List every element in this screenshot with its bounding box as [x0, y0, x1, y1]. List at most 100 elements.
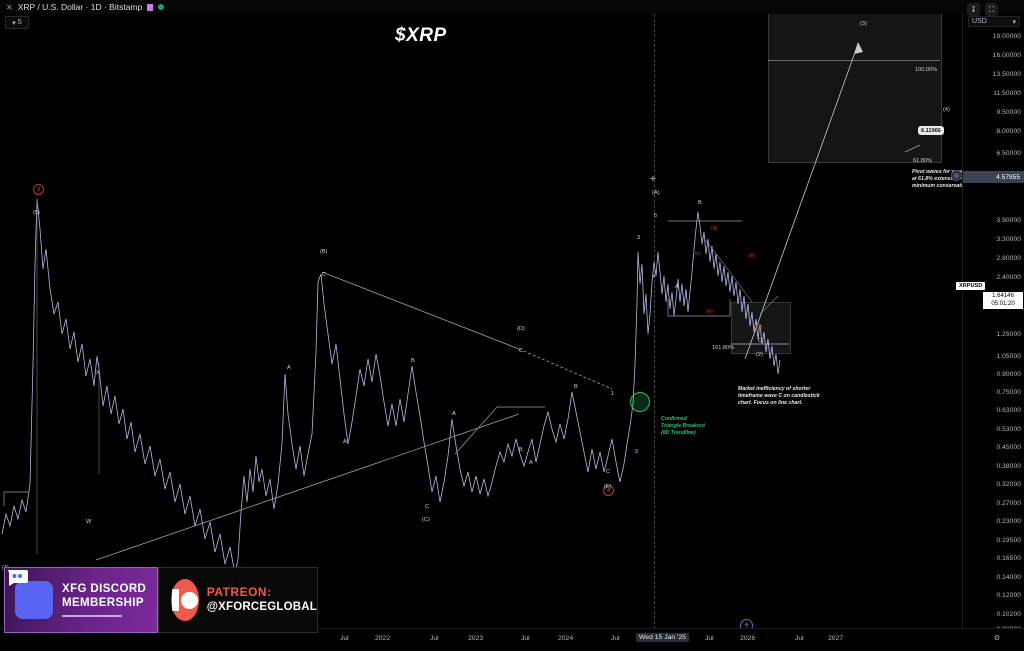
- fib-wave-label: (iii): [748, 253, 755, 259]
- patreon-line2: @XFORCEGLOBAL: [206, 601, 317, 614]
- price-tick: 0.32000: [996, 481, 1021, 488]
- wave-label: W: [86, 519, 92, 525]
- wave-label: B: [411, 358, 415, 364]
- wave-label: B: [698, 200, 702, 206]
- patreon-line1: PATREON:: [206, 584, 272, 599]
- wave-label-circled-4: 4: [603, 485, 614, 496]
- fib-wave-label: (iv): [693, 251, 700, 257]
- price-tick: 8.00000: [996, 128, 1021, 135]
- wave-label: C: [322, 272, 327, 278]
- pivot-tag-leader: [904, 144, 921, 153]
- wave-label: (4): [943, 107, 950, 113]
- highlight-price-label: 4.57855: [963, 171, 1024, 183]
- price-tick: 3.30000: [996, 236, 1021, 243]
- interval-value: 5: [17, 19, 22, 26]
- wave-label: B: [519, 447, 523, 453]
- patreon-banner-text: PATREON: @XFORCEGLOBAL: [207, 585, 317, 616]
- fib-wave-label: (iv): [756, 325, 763, 331]
- leader-c-box: [759, 295, 779, 315]
- currency-selector[interactable]: USD ▾: [968, 16, 1020, 27]
- discord-underline: [62, 614, 122, 617]
- fib-wave-label: (iv): [706, 309, 713, 315]
- chevron-down-icon: ▾: [1012, 18, 1016, 26]
- current-price-label: 1.64146 05:01:20: [983, 292, 1023, 309]
- breakout-highlight-circle: [630, 392, 650, 412]
- wave-label: X: [96, 370, 100, 376]
- fullscreen-button[interactable]: ⛶: [985, 3, 998, 16]
- discord-banner[interactable]: XFG DISCORD MEMBERSHIP: [4, 567, 158, 633]
- symbol-price-tag: XRPUSD: [956, 282, 986, 290]
- interval-selector[interactable]: ▾ 5: [5, 16, 29, 29]
- time-tick: Jul: [430, 635, 439, 642]
- wave-label: C: [758, 338, 763, 344]
- wave3-projection-arrow: [744, 43, 859, 360]
- price-line-series: [1, 198, 781, 575]
- top-symbol-bar: ✕ XRP / U.S. Dollar · 1D · Bitstamp: [0, 0, 1024, 14]
- wave-label-circled-3: 3: [33, 184, 44, 195]
- fib-percent-label: 61.80%: [913, 158, 932, 164]
- time-tick: 2024: [558, 635, 574, 642]
- price-tick: 0.45000: [996, 444, 1021, 451]
- time-tick: Jul: [705, 635, 714, 642]
- current-price-countdown: 05:01:20: [991, 300, 1015, 307]
- wave-label: A: [287, 365, 291, 371]
- crosshair-vertical-line: [654, 14, 655, 629]
- price-tick: 13.50000: [992, 71, 1021, 78]
- time-tick: 2026: [740, 635, 756, 642]
- triangle-breakout-note: Confirmed Triangle Breakout (8D Trendlin…: [661, 416, 706, 437]
- gear-icon[interactable]: ⚙: [993, 635, 1000, 642]
- time-tick: Jul: [340, 635, 349, 642]
- close-icon[interactable]: ✕: [6, 2, 13, 12]
- currency-label: USD: [972, 18, 987, 25]
- time-tick: 2023: [468, 635, 484, 642]
- wave-label: A: [343, 439, 347, 445]
- price-tick: 0.53000: [996, 426, 1021, 433]
- chart-vectors: [1, 42, 921, 575]
- market-status-dot-icon: [158, 4, 165, 10]
- discord-icon: [7, 570, 53, 619]
- fib-percent-label: 161.80%: [712, 345, 735, 351]
- chevron-down-icon: ▾: [12, 19, 16, 27]
- waveC-zone-box: [731, 302, 791, 354]
- fib-wave-label: (iii): [711, 226, 718, 232]
- time-tick-current: Wed 15 Jan '25: [636, 633, 689, 642]
- price-tick: 6.50000: [996, 150, 1021, 157]
- wave-label: A: [675, 284, 679, 290]
- price-tick: 0.10200: [996, 611, 1021, 618]
- inner-channel-left: [454, 406, 498, 455]
- wave-label: (B): [320, 249, 328, 255]
- price-tick: 0.63000: [996, 407, 1021, 414]
- wave-label: (3): [860, 21, 867, 27]
- price-scale-lock-icon[interactable]: ◎: [951, 170, 962, 181]
- time-tick: 2022: [375, 635, 391, 642]
- indicator-swatch-icon: [147, 3, 154, 11]
- price-tick: 11.50000: [993, 90, 1021, 97]
- price-tick: 0.19500: [996, 537, 1021, 544]
- price-tick: 9.50000: [996, 109, 1021, 116]
- market-inefficiency-note: Market inefficiency of shorter timeframe…: [738, 386, 820, 407]
- leader-iii: [702, 236, 725, 265]
- fib-percent-label: 100.00%: [915, 67, 938, 73]
- patreon-dot-icon: [180, 591, 198, 609]
- wave-label: (5): [33, 210, 40, 216]
- price-tick: 0.75000: [996, 389, 1021, 396]
- price-axis[interactable]: USD ▾ 19.00000 16.00000 13.50000 11.50000 9.…: [962, 14, 1024, 648]
- time-tick: Jul: [795, 635, 804, 642]
- price-tick: 16.00000: [992, 52, 1021, 59]
- current-price-value: 1.64146: [992, 293, 1014, 299]
- price-tick: 3.90000: [996, 217, 1021, 224]
- download-button[interactable]: ↧: [967, 3, 980, 16]
- chart-plot-area[interactable]: 3 4: [0, 14, 963, 629]
- discord-banner-text: XFG DISCORD MEMBERSHIP: [62, 583, 146, 617]
- projection-price-tag: 6.11966: [918, 126, 944, 135]
- patreon-banner[interactable]: PATREON: @XFORCEGLOBAL: [158, 567, 318, 633]
- symbol-title[interactable]: XRP / U.S. Dollar · 1D · Bitstamp: [17, 2, 143, 12]
- patreon-bar-icon: [171, 589, 179, 611]
- time-tick: Jul: [521, 635, 530, 642]
- price-tick: 19.00000: [992, 33, 1021, 40]
- time-axis[interactable]: Jul 2022 Jul 2023 Jul 2024 Jul Wed 15 Jan '25 Ju…: [0, 628, 1024, 651]
- patreon-icon: [171, 579, 199, 621]
- wave-label: 5: [654, 213, 658, 219]
- time-tick: Jul: [611, 635, 620, 642]
